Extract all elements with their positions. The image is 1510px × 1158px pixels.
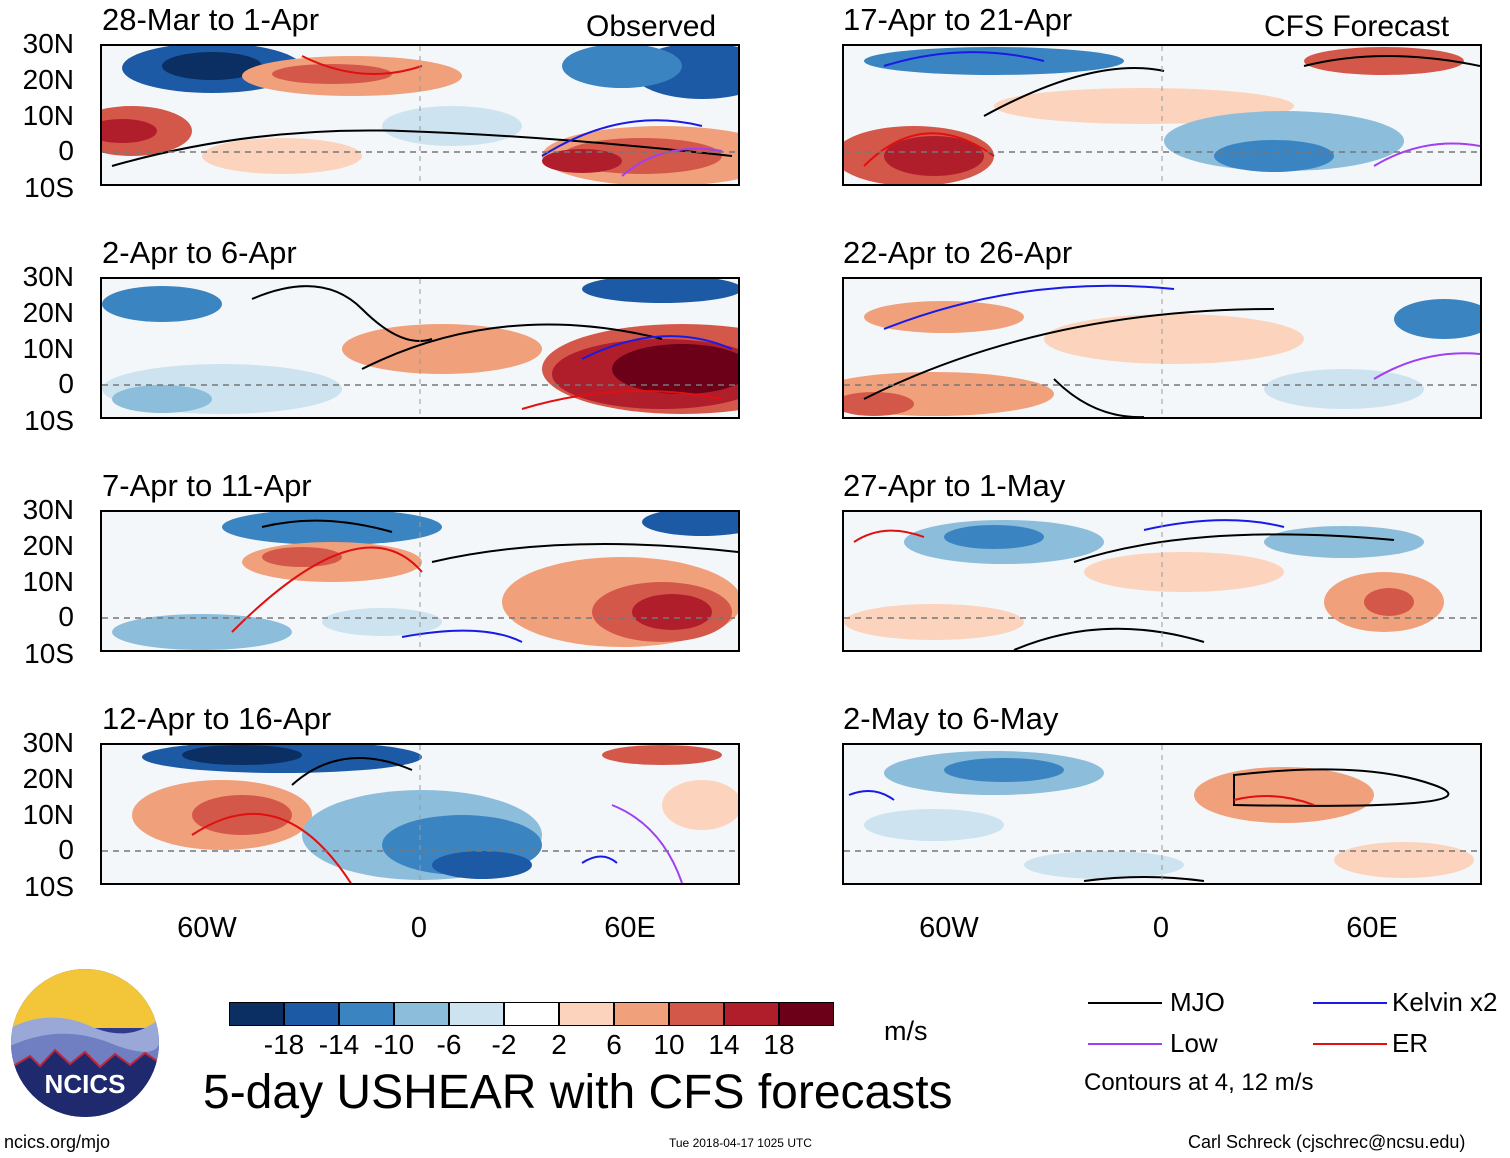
shear-field-7 <box>844 512 1480 650</box>
shear-field-6 <box>844 279 1480 417</box>
shear-field-3 <box>102 512 738 650</box>
colorbar-units: m/s <box>884 1016 928 1046</box>
lon-label-60e-right: 60E <box>1346 912 1398 944</box>
footer-url[interactable]: ncics.org/mjo <box>4 1132 111 1152</box>
lat-label-row3-1: 20N <box>22 530 74 561</box>
panel-title-2: 2-Apr to 6-Apr <box>102 235 297 270</box>
legend-label-kelvin: Kelvin x2 <box>1392 987 1498 1017</box>
lat-label-row3-2: 10N <box>22 566 74 597</box>
colorbar-label-4: -2 <box>491 1029 517 1060</box>
lat-label-row4-0: 30N <box>22 727 74 758</box>
colorbar-swatch-3 <box>394 1002 449 1026</box>
observed-label: Observed <box>586 10 717 43</box>
footer-timestamp: Tue 2018-04-17 1025 UTC <box>669 1136 812 1150</box>
colorbar-label-6: 6 <box>606 1029 622 1060</box>
lat-label-row1-2: 10N <box>22 100 74 131</box>
lat-label-row2-3: 0 <box>58 368 74 399</box>
colorbar-label-7: 10 <box>653 1029 685 1060</box>
cfs-forecast-label: CFS Forecast <box>1264 10 1450 43</box>
colorbar-swatch-10 <box>779 1002 834 1026</box>
map-panel-2 <box>100 277 740 419</box>
shear-field-2 <box>102 279 738 417</box>
lat-label-row2-1: 20N <box>22 297 74 328</box>
map-panel-8 <box>842 743 1482 885</box>
ncics-logo: NCICS <box>10 968 160 1118</box>
panel-title-3: 7-Apr to 11-Apr <box>102 468 312 503</box>
lat-label-row2-4: 10S <box>24 405 74 436</box>
shear-field-1 <box>102 46 738 184</box>
map-panel-4 <box>100 743 740 885</box>
panel-title-5: 17-Apr to 21-Apr <box>843 2 1073 37</box>
lat-label-row4-2: 10N <box>22 799 74 830</box>
colorbar-swatch-7 <box>614 1002 669 1026</box>
legend-line-mjo <box>1088 1002 1162 1004</box>
colorbar-label-3: -6 <box>436 1029 462 1060</box>
colorbar-swatch-6 <box>559 1002 614 1026</box>
map-panel-7 <box>842 510 1482 652</box>
colorbar-swatch-9 <box>724 1002 779 1026</box>
colorbar-label-8: 14 <box>708 1029 740 1060</box>
lat-label-row1-4: 10S <box>24 172 74 203</box>
lat-label-row1-0: 30N <box>22 28 74 59</box>
lon-label-60e-left: 60E <box>604 912 656 944</box>
shear-field-4 <box>102 745 738 883</box>
legend-label-er: ER <box>1392 1028 1429 1058</box>
colorbar-swatch-0 <box>229 1002 284 1026</box>
map-panel-5 <box>842 44 1482 186</box>
lat-label-row4-1: 20N <box>22 763 74 794</box>
lat-label-row2-2: 10N <box>22 333 74 364</box>
lon-label-0-left: 0 <box>410 912 428 944</box>
colorbar-swatch-5 <box>504 1002 559 1026</box>
panel-title-8: 2-May to 6-May <box>843 701 1059 736</box>
lat-label-row3-0: 30N <box>22 494 74 525</box>
panel-title-1: 28-Mar to 1-Apr <box>102 2 320 37</box>
lat-label-row4-3: 0 <box>58 834 74 865</box>
colorbar-label-2: -10 <box>373 1029 415 1060</box>
legend-line-low <box>1088 1043 1162 1045</box>
shear-field-5 <box>844 46 1480 184</box>
colorbar-swatch-2 <box>339 1002 394 1026</box>
lon-label-60w-left: 60W <box>177 912 237 944</box>
panel-title-4: 12-Apr to 16-Apr <box>102 701 332 736</box>
lat-label-row4-4: 10S <box>24 871 74 902</box>
logo-text: NCICS <box>45 1069 126 1099</box>
legend-label-mjo: MJO <box>1170 987 1225 1017</box>
legend-line-kelvin <box>1313 1002 1387 1004</box>
panel-title-6: 22-Apr to 26-Apr <box>843 235 1073 270</box>
map-panel-1 <box>100 44 740 186</box>
map-panel-6 <box>842 277 1482 419</box>
legend-line-er <box>1313 1043 1387 1045</box>
legend-label-low: Low <box>1170 1028 1218 1058</box>
colorbar-swatch-8 <box>669 1002 724 1026</box>
map-panel-3 <box>100 510 740 652</box>
legend-note: Contours at 4, 12 m/s <box>1084 1069 1314 1096</box>
colorbar-label-0: -18 <box>263 1029 305 1060</box>
lat-label-row3-4: 10S <box>24 638 74 669</box>
panel-title-7: 27-Apr to 1-May <box>843 468 1066 503</box>
colorbar-swatch-1 <box>284 1002 339 1026</box>
main-title: 5-day USHEAR with CFS forecasts <box>203 1066 953 1119</box>
lat-label-row3-3: 0 <box>58 601 74 632</box>
lat-label-row1-3: 0 <box>58 135 74 166</box>
colorbar-swatch-4 <box>449 1002 504 1026</box>
lon-label-60w-right: 60W <box>919 912 979 944</box>
lat-label-row2-0: 30N <box>22 261 74 292</box>
shear-field-8 <box>844 745 1480 883</box>
colorbar-label-5: 2 <box>551 1029 567 1060</box>
colorbar-label-1: -14 <box>318 1029 360 1060</box>
footer-author: Carl Schreck (cjschrec@ncsu.edu) <box>1188 1132 1466 1152</box>
lat-label-row1-1: 20N <box>22 64 74 95</box>
colorbar-label-9: 18 <box>763 1029 795 1060</box>
lon-label-0-right: 0 <box>1152 912 1170 944</box>
